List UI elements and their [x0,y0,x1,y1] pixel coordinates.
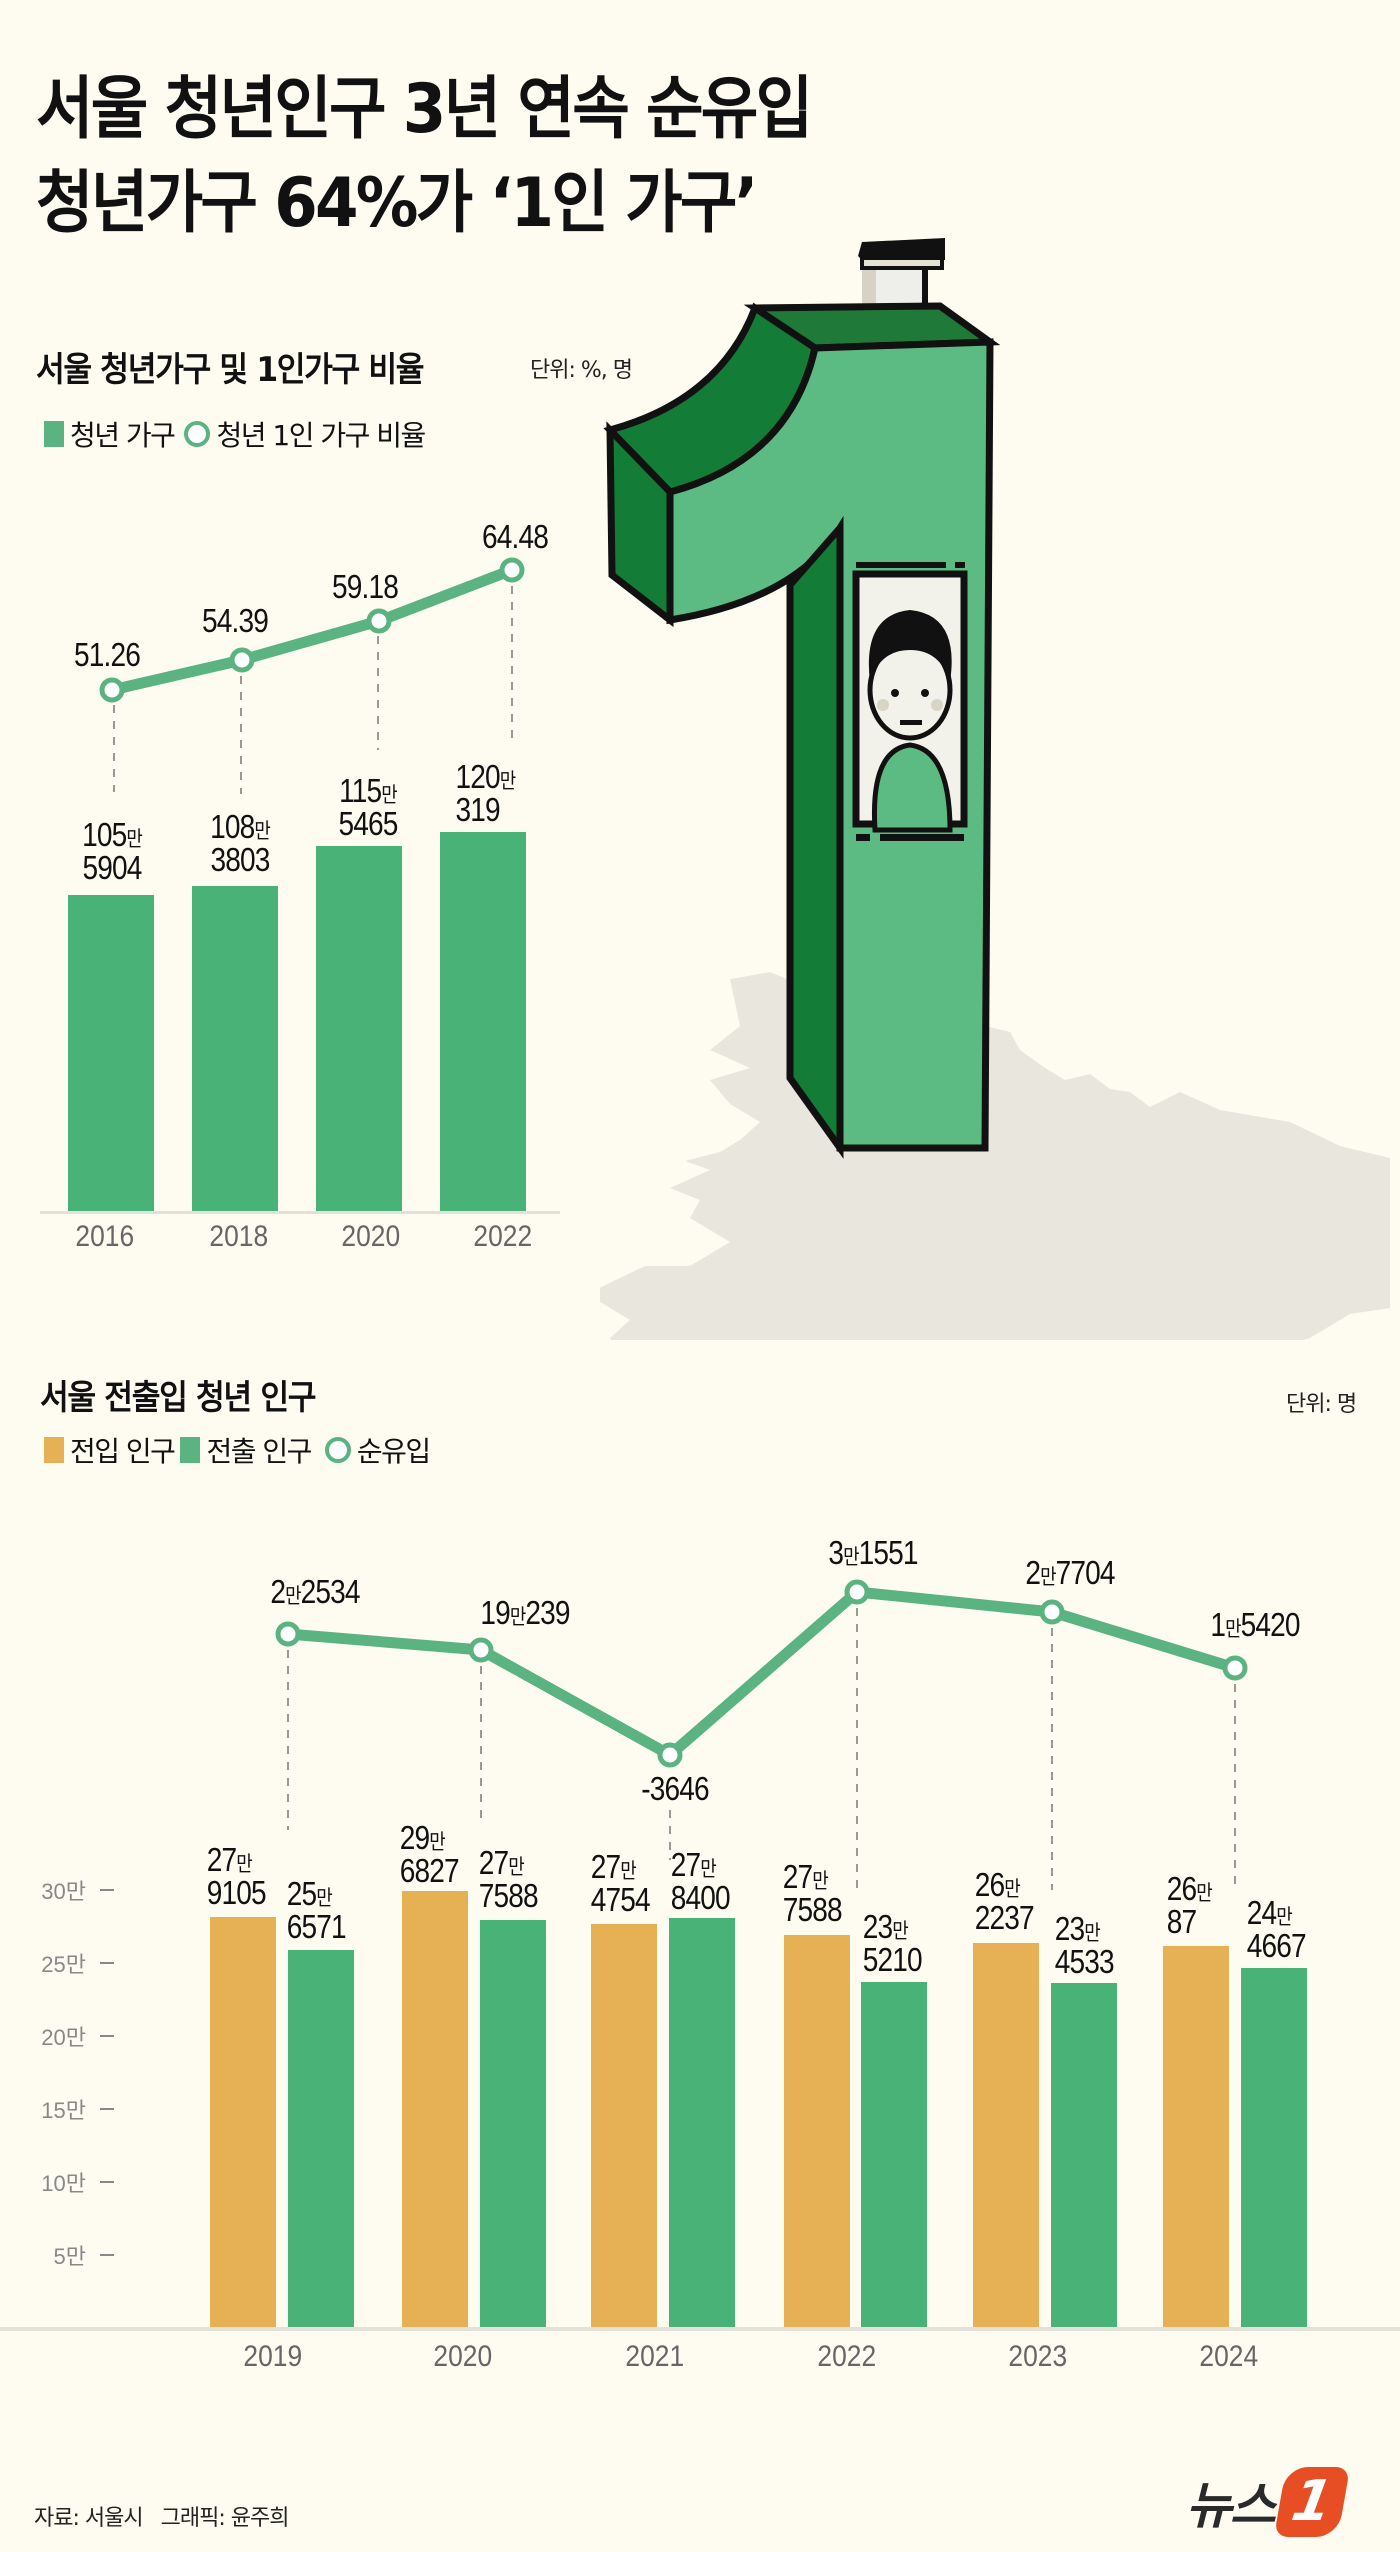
net-label-2021: -3646 [641,1770,709,1807]
outflow-label-2022: 23만 5210 [862,1908,923,1978]
x-label-2022: 2022 [473,1220,533,1253]
legend-swatch-outflow [180,1437,201,1463]
x-label-2021: 2021 [625,2340,685,2373]
page-title-line2: 청년가구 64%가 ‘1인 가구’ [36,164,758,243]
inflow-label-2019: 27만 9105 [206,1841,267,1911]
source-text: 자료: 서울시 [34,2506,144,2531]
y-tick-15: 15만 [30,2093,114,2125]
bar-2018 [192,886,278,1213]
x-label-2023: 2023 [1008,2340,1068,2373]
legend-ring-icon [184,421,211,447]
outflow-label-2023: 23만 4533 [1054,1910,1115,1980]
chart2-title: 서울 전출입 청년 인구 [40,1378,316,1418]
ratio-label-2022: 64.48 [482,518,549,555]
page-title-line1: 서울 청년인구 3년 연속 순유입 [36,70,813,149]
one-person-house-illustration [600,238,1400,1340]
chart1-title: 서울 청년가구 및 1인가구 비율 [36,350,425,390]
inflow-label-2020: 29만 6827 [399,1819,460,1889]
ratio-label-2020: 59.18 [332,568,399,605]
x-label-2022: 2022 [817,2340,877,2373]
chart2-unit: 단위: 명 [1286,1392,1357,1417]
inflow-label-2021: 27만 4754 [590,1848,651,1918]
logo-mark-icon: 1 [1273,2467,1351,2537]
graphic-credit: 그래픽: 윤주희 [160,2506,290,2531]
net-label-2019: 2만2534 [270,1573,360,1610]
legend-label-single-ratio: 청년 1인 가구 비율 [216,419,426,452]
chart1-plot [40,557,560,1214]
bar-2016 [68,895,154,1213]
household-label-2020: 115만 5465 [338,772,398,842]
x-label-2024: 2024 [1199,2340,1259,2373]
legend-label-inflow: 전입 인구 [70,1435,176,1468]
news1-logo: 뉴스 1 [1186,2466,1351,2538]
y-tick-10: 10만 [30,2166,114,2198]
ratio-label-2018: 54.39 [202,602,269,639]
household-label-2016: 105만 5904 [82,816,143,886]
y-tick-20: 20만 [30,2020,114,2052]
chart1-unit: 단위: %, 명 [530,358,633,383]
y-tick-25: 25만 [30,1947,114,1979]
ratio-label-2016: 51.26 [74,636,141,673]
outflow-label-2021: 27만 8400 [670,1846,731,1916]
legend-label-youth-households: 청년 가구 [70,419,176,452]
legend-label-outflow: 전출 인구 [206,1435,312,1468]
bar-2022 [440,832,526,1213]
legend-swatch-inflow [44,1437,64,1463]
household-label-2022: 120만 319 [455,758,517,828]
household-label-2018: 108만 3803 [210,808,271,878]
chart2-legend: 전입 인구 전출 인구 순유입 [44,1430,431,1470]
y-tick-30: 30만 [30,1874,114,1906]
x-label-2018: 2018 [209,1220,269,1253]
inflow-label-2023: 26만 2237 [974,1866,1035,1936]
logo-text: 뉴스 [1186,2477,1276,2535]
net-label-2024: 1만5420 [1210,1606,1300,1643]
outflow-label-2019: 25만 6571 [286,1875,347,1945]
legend-label-net-inflow: 순유입 [356,1435,431,1468]
net-label-2023: 2만7704 [1025,1554,1115,1591]
bar-2020 [316,846,402,1213]
y-tick-5: 5만 [30,2239,114,2271]
net-label-2020: 19만239 [480,1594,570,1631]
legend-ring-icon [324,1437,351,1463]
outflow-label-2020: 27만 7588 [478,1844,539,1914]
inflow-label-2024: 26만 87 [1166,1870,1213,1940]
x-label-2016: 2016 [75,1220,135,1253]
net-label-2022: 3만1551 [828,1534,918,1571]
x-label-2020: 2020 [341,1220,401,1253]
x-label-2019: 2019 [243,2340,303,2373]
outflow-label-2024: 24만 4667 [1246,1894,1307,1964]
footer-credits: 자료: 서울시 그래픽: 윤주희 [34,2500,290,2532]
x-label-2020: 2020 [433,2340,493,2373]
inflow-label-2022: 27만 7588 [782,1858,843,1928]
legend-swatch-youth-households [44,421,64,447]
chart1-legend: 청년 가구 청년 1인 가구 비율 [44,414,426,454]
